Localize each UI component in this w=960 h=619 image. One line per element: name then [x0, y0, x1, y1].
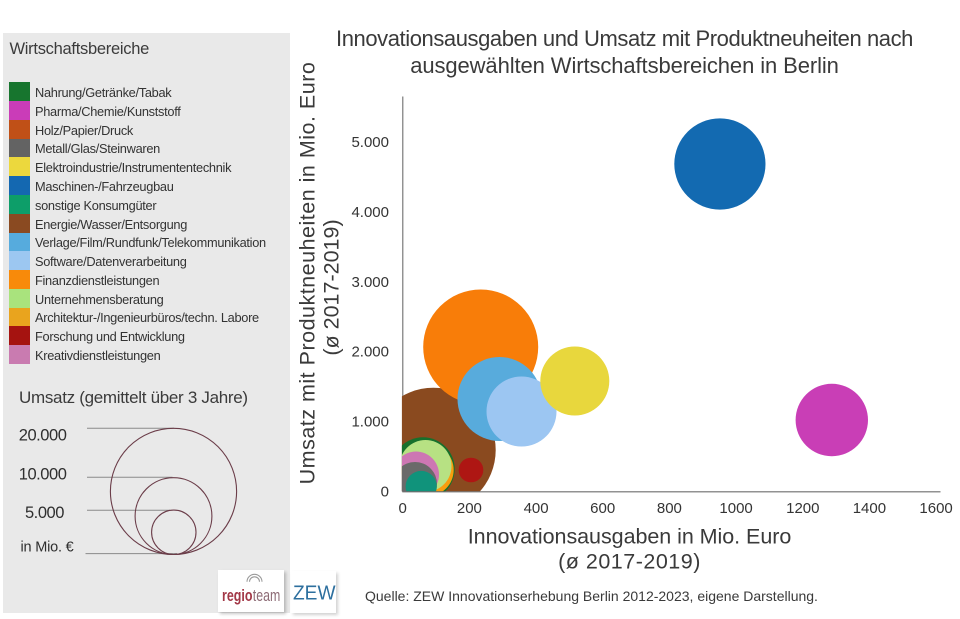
svg-text:800: 800: [657, 500, 682, 517]
svg-text:1.000: 1.000: [351, 414, 389, 431]
svg-text:Umsatz mit Produktneuheiten in: Umsatz mit Produktneuheiten in Mio. Euro: [296, 62, 320, 485]
svg-text:Quelle: ZEW Innovationserhebun: Quelle: ZEW Innovationserhebung Berlin 2…: [365, 588, 818, 604]
svg-text:(ø 2017-2019): (ø 2017-2019): [320, 219, 344, 355]
svg-text:Innovationsausgaben und Umsatz: Innovationsausgaben und Umsatz mit Produ…: [336, 26, 913, 51]
svg-text:2.000: 2.000: [351, 344, 389, 361]
svg-text:5.000: 5.000: [25, 504, 64, 522]
svg-text:3.000: 3.000: [351, 274, 389, 291]
svg-text:regio: regio: [222, 586, 253, 605]
svg-text:4.000: 4.000: [351, 204, 389, 221]
svg-text:10.000: 10.000: [19, 466, 67, 484]
svg-text:(ø 2017-2019): (ø 2017-2019): [558, 550, 701, 574]
svg-text:5.000: 5.000: [351, 134, 389, 151]
svg-text:400: 400: [524, 500, 549, 517]
svg-text:ZEW: ZEW: [293, 583, 336, 605]
svg-text:Innovationsausgaben in Mio. Eu: Innovationsausgaben in Mio. Euro: [468, 525, 792, 549]
svg-text:1600: 1600: [919, 500, 952, 517]
svg-text:1400: 1400: [853, 500, 886, 517]
svg-text:1200: 1200: [786, 500, 819, 517]
svg-text:team: team: [252, 586, 279, 605]
svg-text:200: 200: [457, 500, 482, 517]
svg-text:in Mio. €: in Mio. €: [21, 540, 74, 556]
svg-text:600: 600: [590, 500, 615, 517]
svg-text:ausgewählten Wirtschaftsbereic: ausgewählten Wirtschaftsbereichen in Ber…: [410, 53, 839, 78]
svg-text:0: 0: [399, 500, 407, 517]
svg-text:20.000: 20.000: [19, 426, 67, 444]
svg-text:0: 0: [381, 483, 389, 500]
svg-text:1000: 1000: [719, 500, 752, 517]
